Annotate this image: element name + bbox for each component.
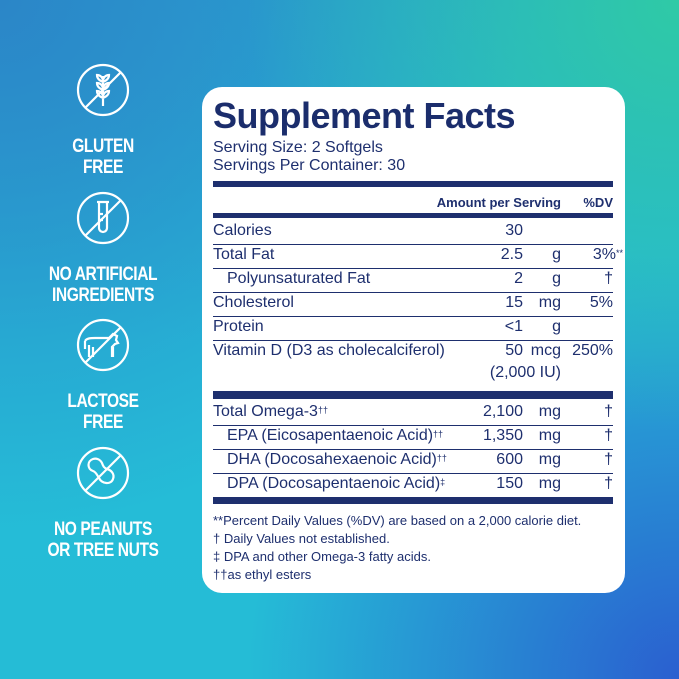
badge-line: OR TREE NUTS — [47, 540, 159, 561]
omega-row: Total Omega-3†† 2,100 mg † — [213, 401, 613, 426]
nutrient-name: Total Omega-3†† — [213, 401, 328, 423]
badge-label: LACTOSE FREE — [19, 391, 188, 433]
footnote: ‡ DPA and other Omega-3 fatty acids. — [213, 549, 431, 564]
nutrient-row: Protein <1 g — [213, 316, 613, 341]
footnote: † Daily Values not established. — [213, 531, 390, 546]
no-gluten-wheat-icon — [76, 63, 130, 117]
nutrient-dv: 3%** — [593, 244, 623, 266]
badge-lactose-free: LACTOSE FREE — [0, 317, 206, 433]
nutrient-unit: mg — [538, 403, 561, 420]
nutrient-dv: † — [604, 475, 613, 492]
nutrient-unit: mg — [538, 475, 561, 492]
dv-footnote-mark: ** — [615, 248, 623, 258]
nutrient-row: Calories 30 — [213, 220, 613, 245]
badge-label: GLUTEN FREE — [19, 136, 188, 178]
footnote-mark: †† — [317, 405, 328, 415]
nutrient-name: Cholesterol — [213, 294, 294, 311]
nutrient-name: EPA (Eicosapentaenoic Acid)†† — [227, 425, 443, 447]
nutrient-unit: g — [552, 318, 561, 335]
badge-line: GLUTEN — [72, 136, 134, 157]
badge-label: NO ARTIFICIAL INGREDIENTS — [19, 264, 188, 306]
nutrient-amount: 30 — [505, 222, 523, 239]
nutrient-dv: 250% — [572, 340, 613, 362]
nutrient-dv: † — [604, 427, 613, 444]
nutrient-unit: g — [552, 246, 561, 263]
badge-line: NO ARTIFICIAL — [48, 264, 158, 285]
serving-info: Serving Size: 2 Softgels Servings Per Co… — [213, 139, 405, 175]
nutrient-name: Protein — [213, 318, 264, 335]
servings-per-container: Servings Per Container: 30 — [213, 157, 406, 174]
serving-size: Serving Size: 2 Softgels — [213, 139, 383, 156]
divider-thick — [213, 391, 613, 399]
omega-row: DHA (Docosahexaenoic Acid)†† 600 mg † — [213, 449, 613, 474]
badge-label: NO PEANUTS OR TREE NUTS — [19, 519, 188, 561]
nutrient-amount: <1 — [504, 318, 523, 335]
badge-no-artificial-ingredients: NO ARTIFICIAL INGREDIENTS — [0, 190, 206, 306]
nutrient-dv: † — [604, 403, 613, 420]
dv-value: † — [604, 270, 613, 287]
nutrient-row: Vitamin D (D3 as cholecalciferol) 50 mcg 25… — [213, 340, 613, 388]
nutrient-label: EPA (Eicosapentaenoic Acid) — [227, 427, 434, 444]
badge-line: LACTOSE — [67, 391, 139, 412]
footnotes: **Percent Daily Values (%DV) are based o… — [213, 512, 581, 584]
footnote: ††as ethyl esters — [213, 567, 312, 582]
nutrient-dv: † — [604, 268, 613, 290]
column-header: Amount per Serving %DV — [213, 195, 613, 213]
nutrient-unit: mg — [538, 294, 561, 311]
nutrient-row: Polyunsaturated Fat 2 g † — [213, 268, 613, 293]
dv-value: 250% — [572, 342, 613, 359]
nutrient-amount: 600 — [496, 451, 523, 468]
nutrient-name: DPA (Docosapentaenoic Acid)‡ — [227, 473, 445, 495]
header-dv: %DV — [583, 195, 613, 210]
footnote-mark: ‡ — [440, 477, 446, 487]
nutrient-unit: mcg — [530, 342, 561, 359]
nutrient-unit: mg — [538, 451, 561, 468]
badge-line: FREE — [83, 157, 123, 178]
omega-row: EPA (Eicosapentaenoic Acid)†† 1,350 mg † — [213, 425, 613, 450]
omega-row: DPA (Docosapentaenoic Acid)‡ 150 mg † — [213, 473, 613, 497]
dv-value: 5% — [589, 294, 613, 311]
dv-value: 3% — [592, 246, 616, 263]
nutrient-unit: g — [552, 270, 561, 287]
nutrient-name: Polyunsaturated Fat — [227, 270, 371, 287]
header-amount: Amount per Serving — [436, 195, 561, 210]
nutrient-name: Vitamin D (D3 as cholecalciferol) — [213, 342, 445, 359]
nutrient-amount: 150 — [496, 475, 523, 492]
panel-title: Supplement Facts — [213, 95, 516, 136]
divider-thick — [213, 213, 613, 218]
nutrient-amount: 2 — [514, 270, 523, 287]
nutrient-row: Cholesterol 15 mg 5% — [213, 292, 613, 317]
no-cow-icon — [76, 318, 130, 372]
nutrient-amount: 1,350 — [482, 427, 523, 444]
nutrient-dv: † — [604, 451, 613, 468]
nutrient-name: DHA (Docosahexaenoic Acid)†† — [227, 449, 447, 471]
footnote-mark: †† — [433, 429, 444, 439]
nutrient-amount: 2,100 — [482, 403, 523, 420]
badge-gluten-free: GLUTEN FREE — [0, 62, 206, 178]
nutrient-amount-iu: (2,000 IU) — [489, 364, 561, 381]
nutrient-dv: 5% — [590, 292, 613, 314]
nutrient-label: Total Omega-3 — [213, 403, 318, 420]
badge-line: NO PEANUTS — [53, 519, 153, 540]
supplement-facts-panel: Supplement Facts Serving Size: 2 Softgel… — [202, 87, 625, 593]
nutrient-label: DPA (Docosapentaenoic Acid) — [227, 475, 441, 492]
divider-thick — [213, 497, 613, 504]
footnote: **Percent Daily Values (%DV) are based o… — [213, 513, 582, 528]
nutrient-amount: 15 — [505, 294, 523, 311]
no-test-tube-icon — [76, 191, 130, 245]
nutrient-amount: 2.5 — [500, 246, 523, 263]
nutrient-label: DHA (Docosahexaenoic Acid) — [227, 451, 437, 468]
no-peanut-icon — [76, 446, 130, 500]
nutrient-amount: 50 — [505, 342, 523, 359]
nutrient-row: Total Fat 2.5 g 3%** — [213, 244, 623, 269]
nutrient-unit: mg — [538, 427, 561, 444]
nutrient-name: Total Fat — [213, 246, 275, 263]
nutrient-name: Calories — [213, 222, 272, 239]
badge-line: INGREDIENTS — [52, 285, 154, 306]
badge-no-peanuts: NO PEANUTS OR TREE NUTS — [0, 445, 206, 561]
badge-line: FREE — [83, 412, 123, 433]
footnote-mark: †† — [436, 453, 447, 463]
divider-thick — [213, 181, 613, 187]
